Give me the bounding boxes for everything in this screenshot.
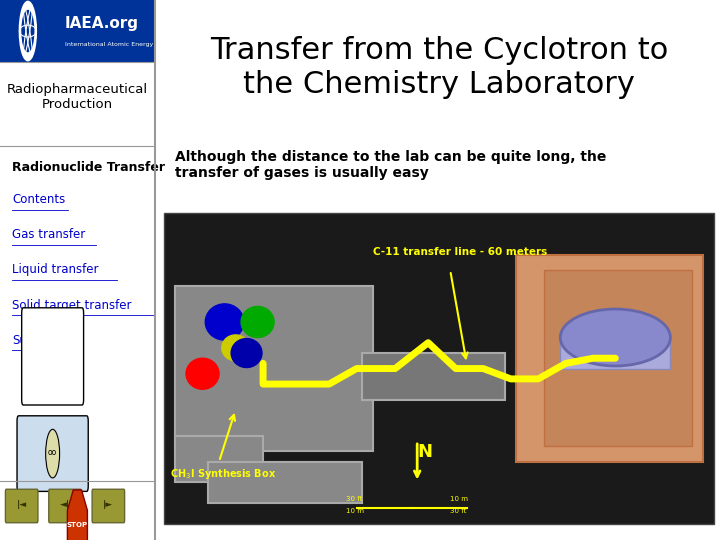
Circle shape [222,335,249,361]
Text: Summary: Summary [12,334,70,347]
Text: Radiopharmaceutical
Production: Radiopharmaceutical Production [6,83,148,111]
Bar [516,255,703,462]
Bar [175,436,263,482]
Bar [0,0,155,62]
FancyBboxPatch shape [17,416,89,491]
Text: |◄: |◄ [17,501,27,509]
Text: STOP: STOP [67,522,88,528]
Bar [208,462,362,503]
Circle shape [19,2,37,60]
Text: oo: oo [48,448,58,457]
Circle shape [241,307,274,338]
Text: 10 m: 10 m [346,509,364,515]
Circle shape [186,358,219,389]
Text: 10 m: 10 m [450,496,468,502]
Text: |►: |► [103,501,114,509]
Bar [164,213,714,524]
Text: ◄|: ◄| [60,501,70,509]
Bar [175,286,373,451]
Bar [560,338,670,368]
Text: N: N [417,442,432,461]
Text: Solid target transfer: Solid target transfer [12,299,132,312]
FancyBboxPatch shape [92,489,125,523]
Circle shape [231,339,262,368]
Bar [544,270,693,446]
Text: Transfer from the Cyclotron to
the Chemistry Laboratory: Transfer from the Cyclotron to the Chemi… [210,36,668,99]
Text: International Atomic Energy Agency: International Atomic Energy Agency [65,42,179,47]
Ellipse shape [560,309,670,366]
FancyBboxPatch shape [22,308,84,405]
Text: 30 ft: 30 ft [450,509,467,515]
Text: Although the distance to the lab can be quite long, the
transfer of gases is usu: Although the distance to the lab can be … [175,150,607,180]
FancyBboxPatch shape [6,489,38,523]
Text: Gas transfer: Gas transfer [12,228,86,241]
Text: C-11 transfer line - 60 meters: C-11 transfer line - 60 meters [373,247,547,256]
Text: Contents: Contents [12,193,66,206]
Text: Liquid transfer: Liquid transfer [12,264,99,276]
FancyBboxPatch shape [49,489,81,523]
Text: 30 ft: 30 ft [346,496,362,502]
Bar [362,353,505,400]
Circle shape [205,304,244,340]
Text: CH$_3$I Synthesis Box: CH$_3$I Synthesis Box [169,467,276,481]
Text: IAEA.org: IAEA.org [65,16,139,31]
Circle shape [45,429,60,478]
Text: Radionuclide Transfer: Radionuclide Transfer [12,161,166,174]
Circle shape [22,10,34,51]
